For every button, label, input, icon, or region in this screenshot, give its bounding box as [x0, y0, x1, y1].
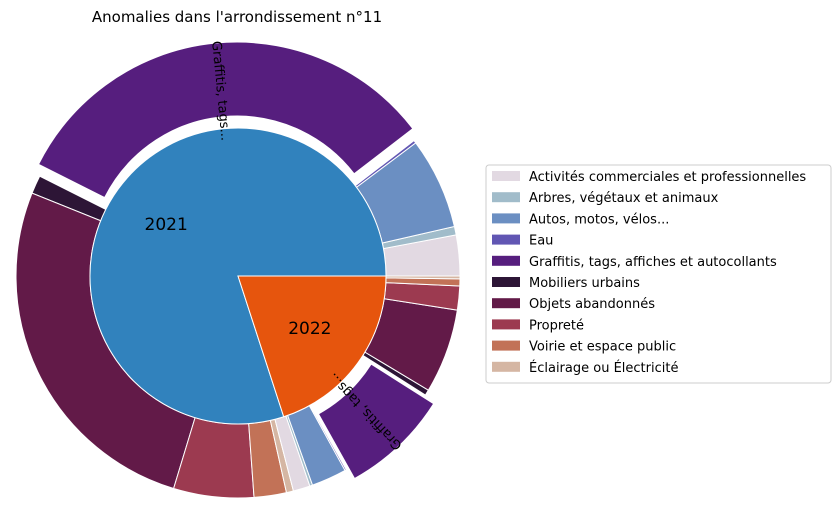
- legend-label-7: Objets abandonnés: [529, 297, 655, 312]
- legend-swatch-9: [492, 340, 520, 351]
- legend-label-10: Éclairage ou Électricité: [529, 360, 678, 376]
- inner-pie: [89, 127, 387, 425]
- legend: Activités commerciales et professionnell…: [485, 164, 832, 384]
- legend-label-2: Arbres, végétaux et animaux: [529, 191, 719, 206]
- legend-swatch-3: [492, 213, 520, 224]
- legend-label-3: Autos, motos, vélos...: [529, 212, 669, 227]
- year-label-2022: 2022: [288, 319, 331, 339]
- legend-swatch-2: [492, 192, 520, 203]
- legend-swatch-7: [492, 298, 520, 309]
- chart-title: Anomalies dans l'arrondissement n°11: [92, 8, 382, 26]
- legend-frame: [485, 164, 832, 384]
- outer-wedge-2022-5: [317, 363, 435, 480]
- legend-label-6: Mobiliers urbains: [529, 276, 640, 291]
- outer-wedge-2022-10: [385, 275, 461, 280]
- legend-label-1: Activités commerciales et professionnell…: [529, 170, 806, 185]
- outer-wedge-2021-5: [37, 41, 414, 199]
- year-label-2021: 2021: [145, 215, 188, 235]
- legend-swatch-5: [492, 255, 520, 266]
- inner-wedge-2022: [237, 275, 387, 418]
- legend-label-4: Eau: [529, 234, 553, 249]
- legend-swatch-4: [492, 234, 520, 245]
- legend-swatch-8: [492, 319, 520, 330]
- legend-label-9: Voirie et espace public: [529, 340, 676, 355]
- legend-swatch-6: [492, 277, 520, 287]
- legend-swatch-10: [492, 361, 520, 372]
- legend-label-5: Graffitis, tags, affiches et autocollant…: [529, 255, 777, 270]
- outer-ring: [15, 41, 461, 499]
- legend-swatch-1: [492, 171, 520, 181]
- legend-label-8: Propreté: [529, 318, 584, 333]
